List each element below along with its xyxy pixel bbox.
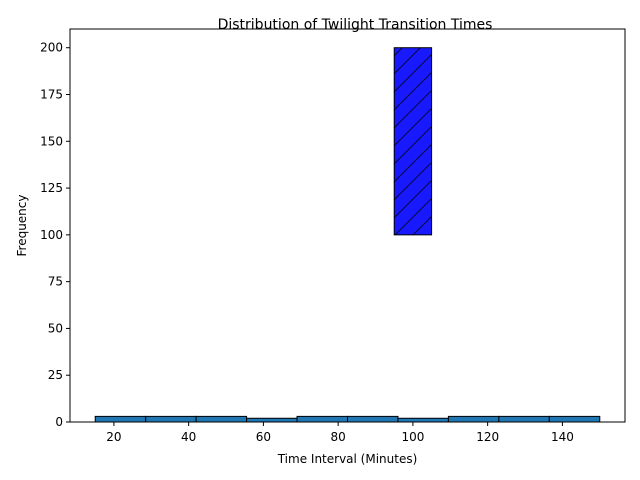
y-tick-label: 125 — [40, 181, 63, 195]
y-tick-label: 50 — [48, 321, 63, 335]
y-tick-label: 200 — [40, 41, 63, 55]
highlight-bar-hatch — [393, 47, 433, 236]
histogram-bar — [145, 415, 197, 423]
x-tick-label: 40 — [181, 430, 196, 444]
y-tick-label: 175 — [40, 88, 63, 102]
x-axis-label: Time Interval (Minutes) — [277, 452, 418, 466]
chart-title: Distribution of Twilight Transition Time… — [218, 17, 493, 33]
histogram-bar — [195, 415, 248, 423]
plot-area — [94, 47, 601, 423]
axis-ticks: 20 40 60 80 100 120 140 0 25 50 75 100 125 150 175 200 — [40, 41, 574, 444]
y-tick-label: 25 — [48, 368, 63, 382]
y-tick-label: 100 — [40, 228, 63, 242]
y-axis-label: Frequency — [15, 195, 29, 257]
x-tick-label: 80 — [331, 430, 346, 444]
plot-frame — [69, 28, 626, 423]
histogram-bar — [296, 415, 348, 423]
y-tick-label: 75 — [48, 275, 63, 289]
x-tick-label: 20 — [106, 430, 121, 444]
histogram-bar — [548, 415, 601, 423]
x-tick-label: 60 — [256, 430, 271, 444]
histogram-bar — [246, 417, 298, 423]
histogram-bar — [94, 415, 147, 423]
x-tick-label: 100 — [401, 430, 424, 444]
x-tick-label: 120 — [476, 430, 499, 444]
histogram-bar — [397, 417, 449, 423]
y-tick-label: 0 — [55, 415, 63, 429]
y-tick-label: 150 — [40, 134, 63, 148]
histogram-bar — [447, 415, 500, 423]
x-tick-label: 140 — [551, 430, 574, 444]
histogram-bar — [498, 415, 550, 423]
histogram-bar — [347, 415, 399, 423]
